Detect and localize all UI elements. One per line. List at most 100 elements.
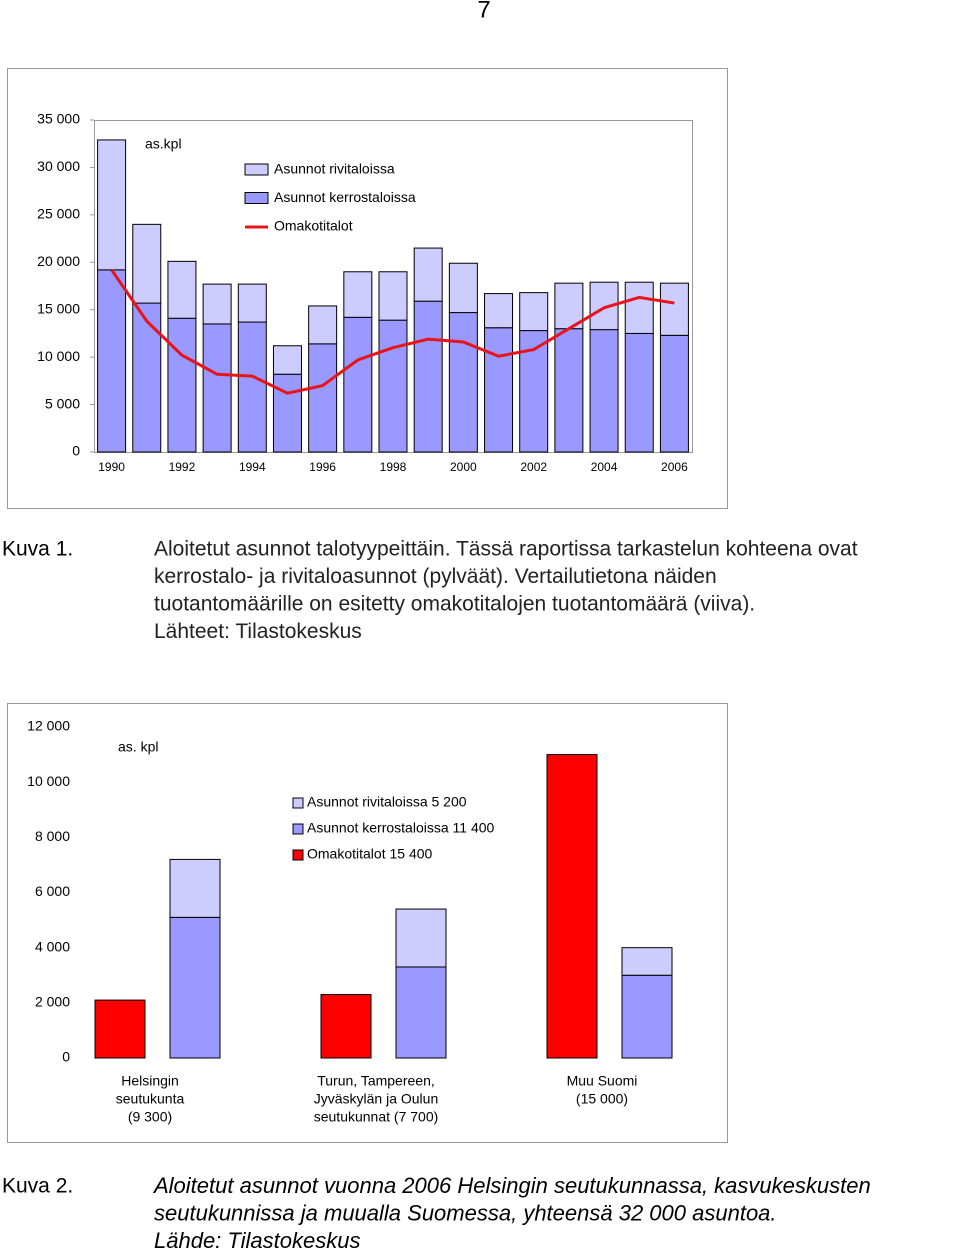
x-tick-label: 1998 bbox=[380, 460, 407, 474]
bar bbox=[167, 317, 197, 453]
y-tick-label: 4 000 bbox=[35, 938, 70, 954]
legend-swatch bbox=[244, 192, 269, 204]
y-tick-label: 35 000 bbox=[37, 111, 80, 127]
bar bbox=[624, 332, 654, 453]
x-tick-label: 2004 bbox=[591, 460, 618, 474]
y-tick-label: 0 bbox=[62, 1049, 70, 1065]
bar bbox=[589, 329, 619, 453]
unit-label: as.kpl bbox=[145, 136, 182, 152]
legend-label: Omakotitalot bbox=[274, 218, 353, 234]
caption-line: Lähteet: Tilastokeskus bbox=[154, 620, 362, 643]
y-tick-label: 10 000 bbox=[37, 348, 80, 364]
bar bbox=[272, 373, 302, 453]
bar bbox=[413, 300, 443, 453]
x-tick-label: 2000 bbox=[450, 460, 477, 474]
x-tick-label: Jyväskylän ja Oulun bbox=[314, 1091, 439, 1107]
bar bbox=[343, 271, 373, 318]
bar bbox=[378, 271, 408, 321]
bar bbox=[308, 305, 338, 345]
bar bbox=[554, 328, 584, 453]
bar bbox=[237, 321, 267, 453]
x-tick-label: Helsingin bbox=[121, 1073, 179, 1089]
x-tick-label: (9 300) bbox=[128, 1109, 172, 1125]
bar bbox=[343, 316, 373, 453]
bar bbox=[202, 283, 232, 325]
bar bbox=[659, 334, 689, 453]
bar bbox=[519, 292, 549, 332]
y-tick-label: 20 000 bbox=[37, 253, 80, 269]
unit-label: as. kpl bbox=[118, 739, 158, 755]
caption-line: Lähde: Tilastokeskus bbox=[154, 1228, 360, 1252]
x-tick-label: seutukunta bbox=[116, 1091, 185, 1107]
bar bbox=[167, 260, 197, 319]
bar bbox=[97, 139, 127, 271]
legend-swatch bbox=[292, 797, 304, 809]
bar bbox=[132, 302, 162, 453]
y-tick-label: 15 000 bbox=[37, 300, 80, 316]
bar bbox=[659, 282, 689, 336]
bar bbox=[320, 994, 372, 1059]
legend-swatch bbox=[292, 823, 304, 835]
caption-line: Aloitetut asunnot talotyypeittäin. Tässä… bbox=[154, 538, 858, 561]
x-tick-label: 2006 bbox=[661, 460, 688, 474]
bar bbox=[484, 327, 514, 453]
legend-label: Asunnot kerrostaloissa bbox=[274, 189, 416, 205]
caption-line: tuotantomäärille on esitetty omakotitalo… bbox=[154, 593, 755, 616]
legend-swatch bbox=[244, 163, 269, 176]
bar bbox=[621, 974, 673, 1059]
bar bbox=[546, 754, 598, 1059]
bar bbox=[272, 345, 302, 375]
y-tick-label: 30 000 bbox=[37, 158, 80, 174]
bar bbox=[202, 323, 232, 453]
x-tick-label: Turun, Tampereen, bbox=[317, 1073, 435, 1089]
bar bbox=[621, 947, 673, 976]
legend-label: Asunnot rivitaloissa bbox=[274, 161, 395, 177]
y-tick-label: 12 000 bbox=[27, 718, 70, 734]
y-tick-label: 5 000 bbox=[45, 395, 80, 411]
x-tick-label: 1990 bbox=[98, 460, 125, 474]
line bbox=[110, 269, 675, 395]
bar bbox=[97, 269, 127, 453]
chart-frame bbox=[7, 703, 728, 1143]
caption-line: Aloitetut asunnot vuonna 2006 Helsingin … bbox=[152, 1173, 871, 1198]
caption-label: Kuva 1. bbox=[2, 538, 73, 561]
bar bbox=[448, 312, 478, 453]
caption-label: Kuva 2. bbox=[2, 1175, 73, 1198]
bar bbox=[413, 247, 443, 302]
x-tick-label: seutukunnat (7 700) bbox=[314, 1109, 439, 1125]
x-tick-label: 1996 bbox=[309, 460, 336, 474]
legend-label: Omakotitalot 15 400 bbox=[307, 846, 433, 862]
bar bbox=[378, 319, 408, 453]
x-tick-label: Muu Suomi bbox=[567, 1073, 638, 1089]
y-tick-label: 6 000 bbox=[35, 883, 70, 899]
bar bbox=[554, 282, 584, 330]
bar bbox=[94, 999, 146, 1059]
y-tick-label: 2 000 bbox=[35, 994, 70, 1010]
bar bbox=[132, 223, 162, 304]
bar bbox=[395, 908, 447, 968]
y-tick-label: 8 000 bbox=[35, 828, 70, 844]
y-tick-label: 25 000 bbox=[37, 206, 80, 222]
bar bbox=[395, 966, 447, 1059]
caption-line: seutukunnissa ja muualla Suomessa, yhtee… bbox=[154, 1200, 777, 1225]
x-tick-label: 1992 bbox=[169, 460, 196, 474]
x-tick-label: 2002 bbox=[520, 460, 547, 474]
bar bbox=[624, 281, 654, 334]
caption-line: kerrostalo- ja rivitaloasunnot (pylväät)… bbox=[154, 565, 717, 588]
bar bbox=[448, 262, 478, 314]
bar bbox=[484, 293, 514, 329]
plot-frame bbox=[94, 120, 693, 453]
y-tick-label: 10 000 bbox=[27, 773, 70, 789]
legend-label: Asunnot kerrostaloissa 11 400 bbox=[307, 820, 495, 836]
y-tick-label: 0 bbox=[72, 443, 80, 459]
bar bbox=[308, 343, 338, 453]
bar bbox=[169, 858, 221, 918]
x-tick-label: 1994 bbox=[239, 460, 266, 474]
x-tick-label: (15 000) bbox=[576, 1091, 628, 1107]
legend-swatch bbox=[292, 849, 304, 861]
bar bbox=[237, 283, 267, 323]
page-number: 7 bbox=[477, 0, 490, 23]
legend-label: Asunnot rivitaloissa 5 200 bbox=[307, 794, 467, 810]
